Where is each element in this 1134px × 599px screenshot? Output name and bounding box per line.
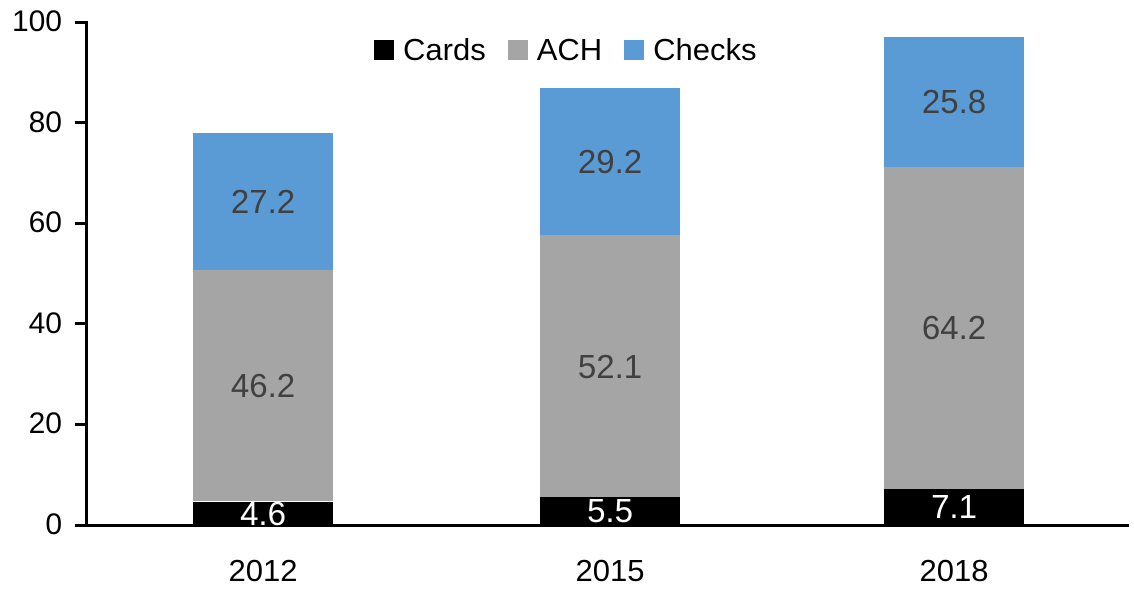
legend-label-ach: ACH (536, 32, 603, 67)
y-tick-label: 80 (28, 106, 62, 139)
legend-item-ach: ACH (507, 32, 603, 67)
cards-swatch-icon (374, 40, 394, 60)
bar-segment-cards-2018: 7.1 (884, 489, 1024, 525)
bar-segment-cards-2012: 4.6 (193, 497, 333, 530)
bar-value-label: 25.8 (921, 83, 987, 120)
legend-label-cards: Cards (403, 32, 486, 67)
checks-swatch-icon (624, 40, 645, 60)
y-axis-line (85, 21, 88, 527)
bar-segment-cards-2015: 5.5 (540, 492, 680, 529)
bar-segment-checks-2015: 29.2 (540, 88, 680, 235)
bar-segment-ach-2018: 64.2 (884, 166, 1024, 489)
y-axis-tick (75, 121, 86, 124)
legend-item-checks: Checks (624, 32, 757, 67)
legend: Cards ACH Checks (374, 33, 757, 67)
bar-segment-ach-2015: 52.1 (540, 235, 680, 497)
bar-segment-checks-2012: 27.2 (193, 133, 333, 270)
bar-value-label: 5.5 (587, 492, 633, 529)
bar-value-label: 29.2 (577, 143, 643, 180)
y-tick-label: 40 (28, 307, 62, 340)
y-tick-label: 100 (11, 5, 62, 38)
y-tick-label: 20 (28, 407, 62, 440)
legend-label-checks: Checks (653, 32, 757, 67)
y-axis-tick (75, 222, 86, 225)
y-axis-tick (75, 322, 86, 325)
bar-value-label: 64.2 (921, 309, 987, 346)
x-category-label-2012: 2012 (228, 553, 298, 588)
y-tick-label: 60 (28, 206, 62, 239)
x-category-label-2015: 2015 (575, 553, 645, 588)
y-axis-tick (75, 524, 86, 527)
legend-item-cards: Cards (374, 33, 486, 67)
bar-value-label: 27.2 (230, 183, 296, 220)
x-axis-line (85, 524, 1129, 527)
bar-segment-checks-2018: 25.8 (884, 37, 1024, 167)
bar-value-label: 4.6 (240, 495, 286, 532)
ach-swatch-icon (507, 40, 528, 60)
bar-value-label: 52.1 (577, 348, 643, 385)
y-tick-label: 0 (45, 508, 62, 541)
y-axis-tick (75, 423, 86, 426)
bar-value-label: 46.2 (230, 367, 296, 404)
bar-segment-ach-2012: 46.2 (193, 269, 333, 501)
x-category-label-2018: 2018 (919, 553, 989, 588)
bar-value-label: 7.1 (931, 488, 977, 525)
y-axis-tick (75, 21, 86, 24)
